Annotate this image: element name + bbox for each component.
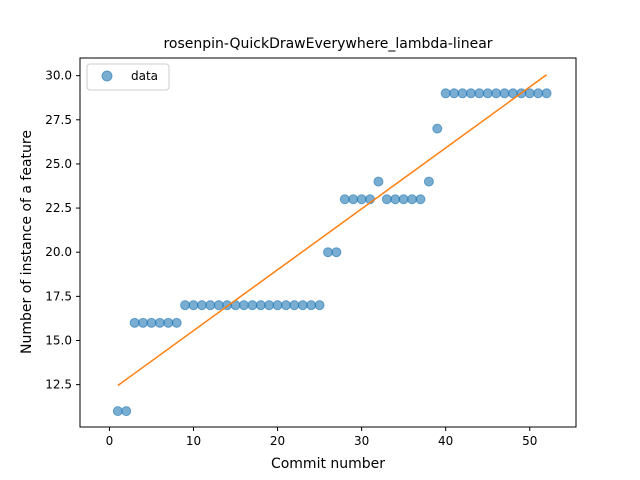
- x-tick-label: 0: [106, 434, 114, 448]
- y-tick-label: 25.0: [45, 157, 72, 171]
- data-point: [381, 194, 392, 205]
- legend-marker: [101, 70, 113, 82]
- data-point: [255, 300, 266, 311]
- y-axis-label: Number of instance of a feature: [19, 130, 35, 354]
- data-point: [112, 406, 123, 417]
- y-tick-label: 20.0: [45, 245, 72, 259]
- legend-label: data: [131, 69, 158, 83]
- fit-line: [117, 74, 548, 387]
- data-point: [314, 300, 325, 311]
- data-point: [541, 88, 552, 99]
- x-axis: 0 10 20 30 40 50: [106, 427, 537, 448]
- data-point: [465, 88, 476, 99]
- data-point: [499, 88, 510, 99]
- x-axis-label: Commit number: [271, 456, 385, 472]
- y-axis: 12.5 15.0 17.5 20.0 22.5 25.0 27.5 30.0: [45, 69, 80, 392]
- data-point: [238, 300, 249, 311]
- x-tick-label: 50: [522, 434, 537, 448]
- data-point: [138, 317, 149, 328]
- plot-frame: [79, 57, 577, 428]
- x-tick-label: 20: [270, 434, 285, 448]
- data-point: [163, 317, 174, 328]
- x-tick-label: 10: [186, 434, 201, 448]
- data-point: [129, 317, 140, 328]
- data-point: [474, 88, 485, 99]
- data-point: [348, 194, 359, 205]
- data-point: [491, 88, 502, 99]
- legend-box: [86, 63, 170, 91]
- data-point: [390, 194, 401, 205]
- data-point: [323, 247, 333, 258]
- x-tick-label: 40: [438, 434, 453, 448]
- data-point: [339, 194, 350, 205]
- data-point: [121, 406, 132, 417]
- data-point: [440, 88, 451, 99]
- data-point: [171, 317, 182, 328]
- data-point: [289, 300, 300, 311]
- data-point: [205, 300, 216, 311]
- y-tick-label: 27.5: [45, 113, 72, 127]
- data-point: [180, 300, 191, 311]
- y-tick-label: 30.0: [45, 69, 72, 83]
- plot-area: [112, 74, 552, 417]
- data-point: [154, 317, 165, 328]
- data-point: [415, 194, 426, 205]
- data-point: [247, 300, 258, 311]
- data-point: [457, 88, 468, 99]
- data-point: [264, 300, 275, 311]
- x-tick-label: 30: [354, 434, 369, 448]
- data-point: [482, 88, 493, 99]
- y-tick-label: 15.0: [45, 333, 72, 347]
- y-tick-label: 22.5: [45, 201, 72, 215]
- data-point: [297, 300, 308, 311]
- y-tick-label: 17.5: [45, 289, 72, 303]
- legend: data: [86, 63, 170, 91]
- data-point: [306, 300, 317, 311]
- data-point: [196, 300, 207, 311]
- data-point: [432, 123, 443, 134]
- data-point: [407, 194, 418, 205]
- data-point: [423, 176, 434, 187]
- data-point: [280, 300, 291, 311]
- data-point: [398, 194, 409, 205]
- data-point: [213, 300, 224, 311]
- data-point: [373, 176, 384, 187]
- data-point: [188, 300, 199, 311]
- data-point: [146, 317, 157, 328]
- data-point: [331, 247, 342, 258]
- chart-title: rosenpin-QuickDrawEverywhere_lambda-line…: [163, 36, 492, 52]
- data-point: [356, 194, 367, 205]
- data-point: [272, 300, 283, 311]
- data-point: [449, 88, 460, 99]
- data-point: [533, 88, 544, 99]
- y-tick-label: 12.5: [45, 378, 72, 392]
